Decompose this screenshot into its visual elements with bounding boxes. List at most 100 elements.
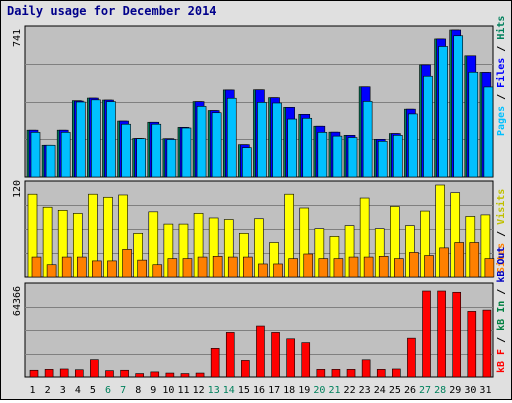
x-tick-label: 28 xyxy=(434,385,446,396)
pages-bar xyxy=(408,113,418,178)
sites-bar xyxy=(439,247,449,278)
x-tick-label: 8 xyxy=(135,385,141,396)
sites-bar xyxy=(152,264,163,278)
kb-bar xyxy=(437,290,446,378)
sites-bar xyxy=(227,256,238,278)
x-tick-label: 19 xyxy=(298,385,310,396)
legend-pages-files-hits: Pages / Files / Hits xyxy=(495,16,507,136)
sites-bar xyxy=(92,260,102,278)
x-tick-label: 6 xyxy=(105,385,111,396)
x-tick-label: 14 xyxy=(223,385,235,396)
pages-bar xyxy=(257,102,267,178)
sites-bar xyxy=(46,264,57,278)
kb-bar xyxy=(241,360,250,378)
x-tick-label: 16 xyxy=(253,385,265,396)
pages-bar xyxy=(423,75,433,178)
pages-bar xyxy=(438,46,448,178)
x-tick-label: 4 xyxy=(75,385,81,396)
legend-kb: kB F / kB In / kB Out xyxy=(496,247,507,373)
x-tick-label: 17 xyxy=(268,385,280,396)
sites-bar xyxy=(137,259,147,278)
sites-bar xyxy=(333,258,344,278)
pages-bar xyxy=(196,106,207,178)
sites-bar xyxy=(167,258,178,278)
sites-bar xyxy=(76,256,87,278)
sites-bar xyxy=(107,260,117,278)
sites-bar xyxy=(288,258,298,278)
x-tick-label: 27 xyxy=(419,385,431,396)
x-tick-label: 13 xyxy=(208,385,220,396)
x-tick-label: 10 xyxy=(162,385,174,396)
x-tick-label: 21 xyxy=(328,385,340,396)
kb-bar xyxy=(376,369,386,378)
kb-bar xyxy=(452,291,462,378)
sites-bar xyxy=(484,258,495,278)
sites-bar xyxy=(31,256,42,278)
kb-bar xyxy=(29,369,39,378)
x-tick-label: 20 xyxy=(313,385,325,396)
pages-bar xyxy=(302,117,313,178)
x-tick-label: 24 xyxy=(374,385,386,396)
pages-bar xyxy=(332,135,343,178)
x-tick-label: 11 xyxy=(177,385,189,396)
kb-bar xyxy=(59,368,69,378)
sites-bar xyxy=(348,256,359,278)
y-tick-label: 120 xyxy=(12,180,23,198)
pages-bar xyxy=(211,112,222,178)
pages-bar xyxy=(181,127,192,178)
sites-bar xyxy=(182,258,193,278)
pages-bar xyxy=(317,132,328,178)
pages-bar xyxy=(151,123,162,178)
x-tick-label: 18 xyxy=(283,385,295,396)
pages-bar xyxy=(347,137,358,178)
sites-bar xyxy=(454,242,465,278)
y-tick-label: 64366 xyxy=(12,286,23,316)
x-tick-label: 3 xyxy=(60,385,66,396)
kb-bar xyxy=(301,342,311,378)
kb-bar xyxy=(120,369,129,378)
y-tick-label: 741 xyxy=(12,29,23,47)
x-tick-label: 22 xyxy=(344,385,356,396)
kb-bar xyxy=(180,373,190,378)
pages-bar xyxy=(272,102,282,178)
pages-bar xyxy=(136,138,146,178)
kb-bar xyxy=(165,372,175,378)
pages-bar xyxy=(166,139,177,178)
sites-bar xyxy=(122,249,132,278)
x-tick-label: 9 xyxy=(150,385,156,396)
x-tick-label: 12 xyxy=(193,385,205,396)
sites-bar xyxy=(258,263,268,278)
kb-bar xyxy=(467,311,477,378)
legend-sites-visits: Sites / Visits xyxy=(495,189,507,273)
x-tick-label: 26 xyxy=(404,385,416,396)
pages-bar xyxy=(377,140,388,178)
page-title: Daily usage for December 2014 xyxy=(7,4,217,18)
sites-bar xyxy=(212,256,223,278)
kb-bar xyxy=(90,359,99,378)
sites-bar xyxy=(61,256,72,278)
x-tick-label: 5 xyxy=(90,385,96,396)
pages-bar xyxy=(121,123,131,178)
kb-bar xyxy=(316,369,326,378)
sites-bar xyxy=(378,256,389,278)
pages-bar xyxy=(468,71,479,178)
sites-bar xyxy=(363,256,374,278)
kb-bar xyxy=(150,371,160,378)
sites-bar xyxy=(243,256,253,278)
kb-bar xyxy=(256,325,265,378)
pages-bar xyxy=(483,86,494,178)
sites-bar xyxy=(469,242,480,278)
kb-bar xyxy=(195,372,205,378)
kb-bar xyxy=(44,369,54,378)
pages-bar xyxy=(60,132,71,178)
x-tick-label: 25 xyxy=(389,385,401,396)
pages-bar xyxy=(45,144,56,178)
pages-bar xyxy=(91,99,101,178)
x-tick-label: 1 xyxy=(30,385,36,396)
x-tick-label: 30 xyxy=(464,385,476,396)
kb-bar xyxy=(105,370,114,378)
pages-bar xyxy=(393,135,403,178)
kb-bar xyxy=(346,369,356,378)
sites-bar xyxy=(394,258,404,278)
